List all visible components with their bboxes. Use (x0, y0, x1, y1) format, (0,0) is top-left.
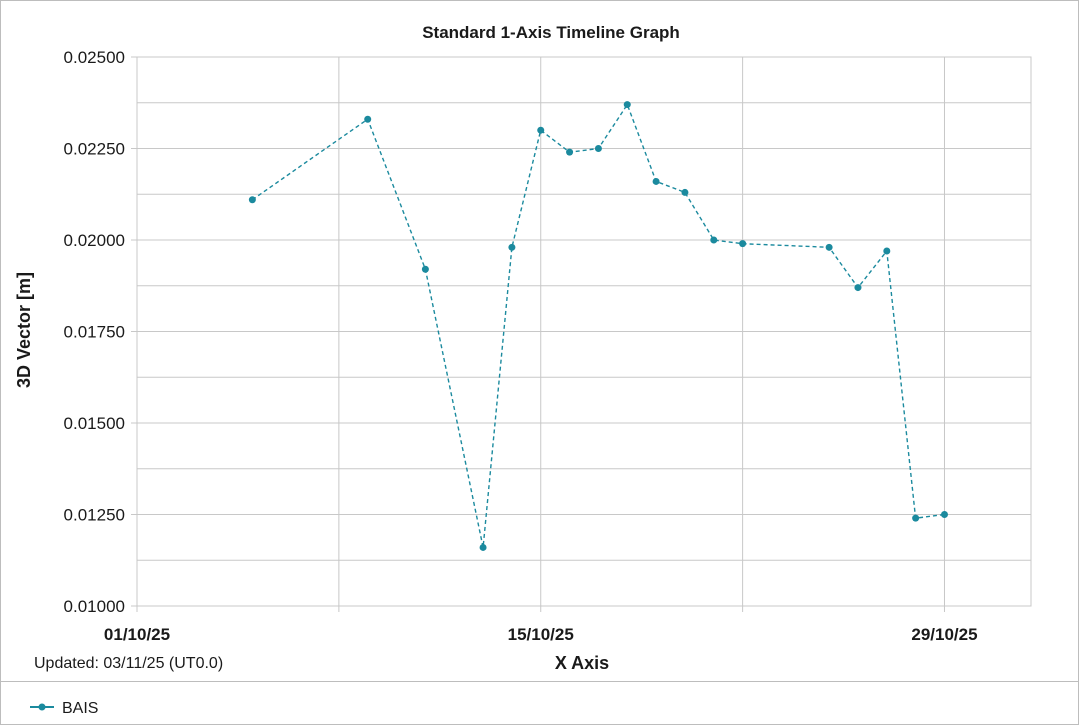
data-point (421, 265, 429, 273)
x-tick-label: 15/10/25 (508, 625, 574, 644)
data-point (710, 236, 718, 244)
updated-timestamp: Updated: 03/11/25 (UT0.0) (34, 655, 223, 672)
data-point (854, 284, 862, 292)
y-tick-label: 0.02000 (64, 231, 125, 250)
x-tick-label: 29/10/25 (911, 625, 977, 644)
data-point (912, 514, 920, 522)
data-point (364, 115, 372, 123)
legend-marker (38, 703, 46, 711)
data-point (825, 243, 833, 251)
data-point (940, 511, 948, 518)
y-tick-label: 0.02250 (64, 140, 125, 159)
x-tick-labels: 01/10/25 15/10/25 29/10/25 (104, 625, 978, 644)
data-point (508, 243, 516, 251)
data-point (652, 177, 660, 185)
data-point (537, 126, 545, 134)
x-tick-label: 01/10/25 (104, 625, 170, 644)
data-point (681, 188, 689, 196)
data-point (479, 543, 487, 551)
y-tick-labels: 0.01000 0.01250 0.01500 0.01750 0.02000 0.022… (64, 48, 125, 616)
y-tick-label: 0.02500 (64, 48, 125, 67)
series-group (248, 101, 948, 551)
legend-separator (0, 681, 1079, 682)
chart-title: Standard 1-Axis Timeline Graph (422, 23, 680, 42)
data-point (594, 145, 602, 152)
data-point (566, 148, 574, 156)
x-axis-label: X Axis (555, 653, 609, 673)
y-tick-label: 0.01000 (64, 597, 125, 616)
series-line-bais (251, 103, 945, 548)
y-axis-label: 3D Vector [m] (14, 272, 34, 388)
y-tick-label: 0.01500 (64, 414, 125, 433)
y-tick-label: 0.01250 (64, 506, 125, 525)
y-tick-label: 0.01750 (64, 323, 125, 342)
data-point (248, 196, 256, 204)
data-point (883, 247, 891, 255)
data-point (623, 101, 631, 109)
legend: BAIS (30, 700, 98, 717)
data-point (739, 240, 747, 248)
legend-label-bais: BAIS (62, 700, 98, 717)
gridlines (131, 56, 1032, 612)
